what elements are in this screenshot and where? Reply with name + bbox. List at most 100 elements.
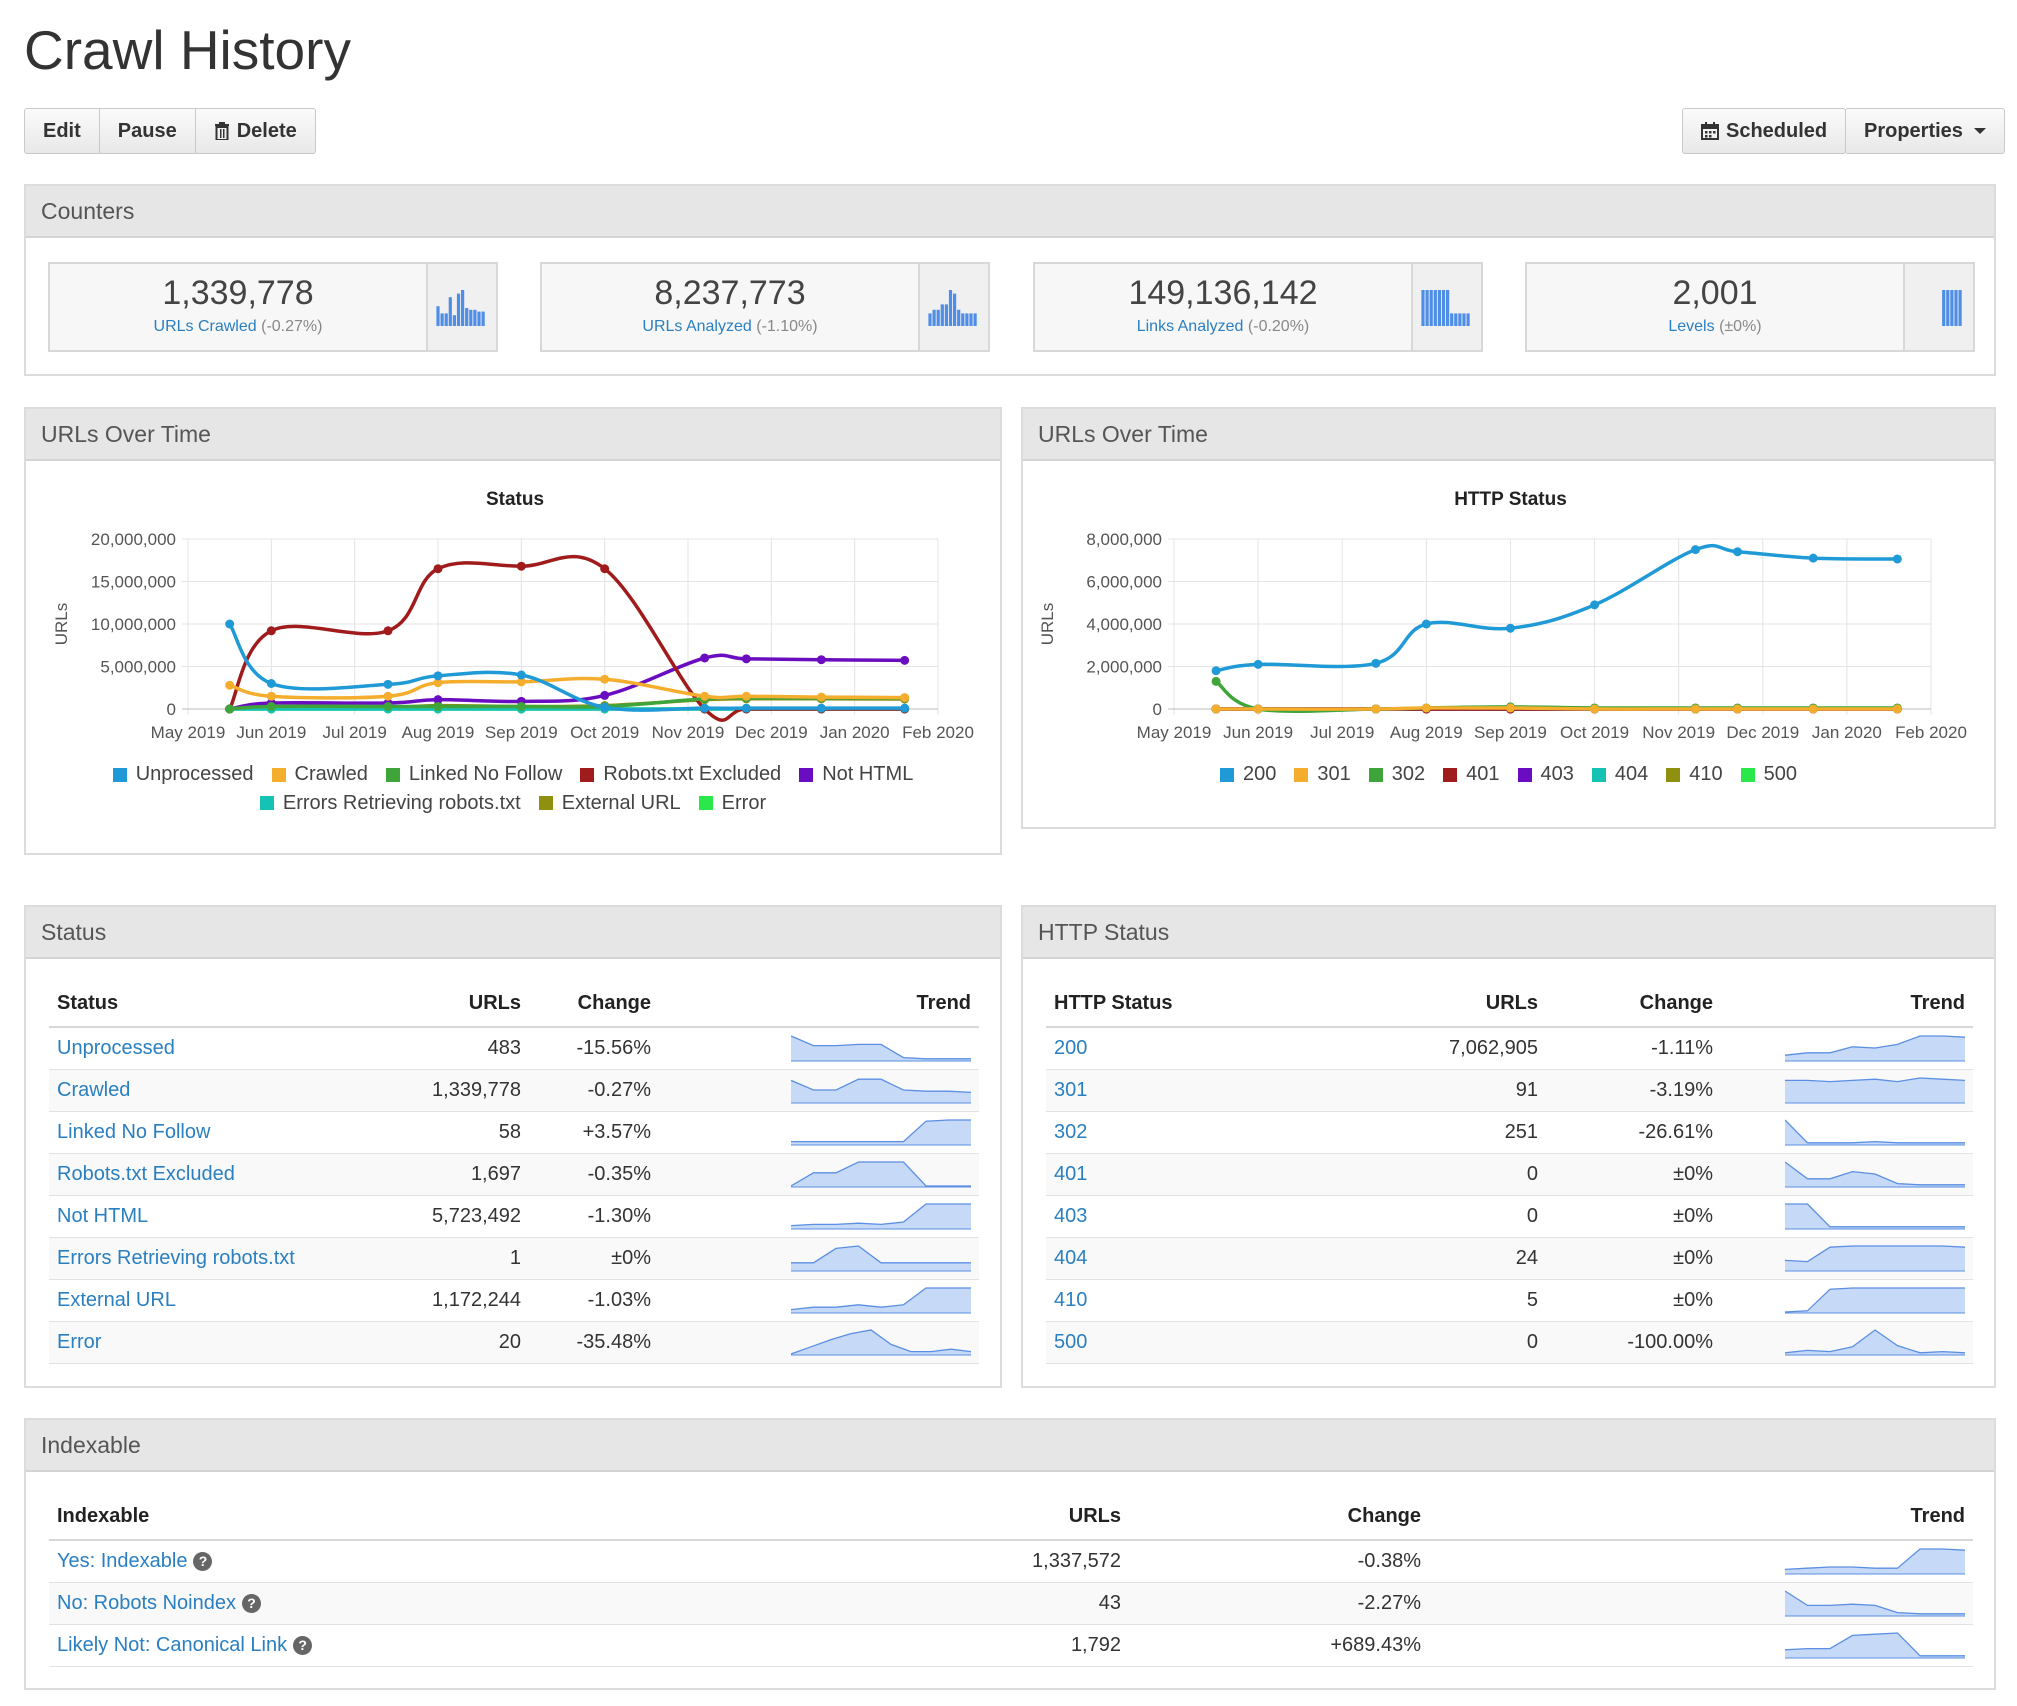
edit-button[interactable]: Edit <box>24 108 100 154</box>
trend-sparkline <box>791 1203 971 1230</box>
column-header[interactable]: HTTP Status <box>1046 981 1316 1028</box>
column-header[interactable]: Status <box>49 981 379 1028</box>
legend-item[interactable]: Unprocessed <box>112 761 254 788</box>
row-link[interactable]: Error <box>57 1330 102 1353</box>
table-row: 401 0 ±0% <box>1046 1153 1973 1196</box>
counter-link[interactable]: Levels <box>1668 318 1715 335</box>
http-chart-panel-title: URLs Over Time <box>1023 409 1994 461</box>
urls-cell: 1,697 <box>379 1153 529 1196</box>
row-link[interactable]: 401 <box>1054 1162 1088 1185</box>
legend-item[interactable]: 403 <box>1517 761 1574 788</box>
sparkline-bar <box>477 311 481 326</box>
row-link[interactable]: 410 <box>1054 1288 1088 1311</box>
trend-cell <box>659 1153 979 1196</box>
legend-item[interactable]: Not HTML <box>799 761 913 788</box>
sparkline-bar <box>953 293 957 326</box>
urls-cell: 7,062,905 <box>1316 1027 1546 1070</box>
row-link[interactable]: Crawled <box>57 1078 131 1101</box>
column-header[interactable]: Change <box>1546 981 1721 1028</box>
legend-item[interactable]: Errors Retrieving robots.txt <box>259 790 521 817</box>
legend-item[interactable]: 410 <box>1666 761 1723 788</box>
row-link[interactable]: 403 <box>1054 1204 1088 1227</box>
legend-item[interactable]: 401 <box>1443 761 1500 788</box>
data-point <box>1808 553 1818 563</box>
column-header[interactable]: Change <box>529 981 659 1028</box>
trend-sparkline <box>1785 1161 1965 1188</box>
counter-caption: Levels (±0%) <box>1527 318 1903 336</box>
indexable-table: Indexable URLs Change Trend Yes: Indexable? 1… <box>49 1494 1973 1667</box>
legend-item[interactable]: Error <box>698 790 766 817</box>
row-link[interactable]: Robots.txt Excluded <box>57 1162 235 1185</box>
delete-button[interactable]: Delete <box>194 108 316 154</box>
column-header[interactable]: URLs <box>379 981 529 1028</box>
row-link[interactable]: Linked No Follow <box>57 1120 211 1143</box>
column-header[interactable]: Trend <box>1429 1494 1973 1541</box>
data-point <box>225 704 235 714</box>
legend-item[interactable]: External URL <box>538 790 681 817</box>
data-point <box>516 561 526 571</box>
row-link[interactable]: Likely Not: Canonical Link <box>57 1633 288 1656</box>
row-link[interactable]: Unprocessed <box>57 1036 175 1059</box>
row-label-cell: Errors Retrieving robots.txt <box>49 1237 379 1280</box>
help-icon[interactable]: ? <box>293 1635 313 1655</box>
data-point <box>816 655 826 665</box>
series-line <box>1215 543 1898 673</box>
row-link[interactable]: Yes: Indexable <box>57 1549 188 1572</box>
urls-cell: 483 <box>379 1027 529 1070</box>
column-header[interactable]: URLs <box>1316 981 1546 1028</box>
column-header[interactable]: Change <box>1129 1494 1429 1541</box>
x-tick-label: May 2019 <box>151 723 226 742</box>
row-link[interactable]: 404 <box>1054 1246 1088 1269</box>
data-point <box>1371 658 1381 668</box>
row-link[interactable]: Not HTML <box>57 1204 149 1227</box>
sparkline-bar <box>436 306 440 326</box>
column-header[interactable]: Indexable <box>49 1494 749 1541</box>
row-link[interactable]: No: Robots Noindex <box>57 1591 236 1614</box>
row-link[interactable]: Errors Retrieving robots.txt <box>57 1246 295 1269</box>
sparkline-bar <box>1462 313 1466 326</box>
legend-item[interactable]: 301 <box>1294 761 1351 788</box>
status-chart-legend: Unprocessed Crawled Linked No Follow Robots… <box>26 761 1000 818</box>
legend-item[interactable]: Robots.txt Excluded <box>580 761 781 788</box>
scheduled-button[interactable]: Scheduled <box>1682 108 1847 154</box>
counter-link[interactable]: URLs Analyzed <box>642 318 752 335</box>
urls-cell: 1 <box>379 1237 529 1280</box>
legend-item[interactable]: Crawled <box>271 761 368 788</box>
properties-dropdown-button[interactable]: Properties <box>1845 108 2005 154</box>
trend-cell <box>659 1195 979 1238</box>
row-link[interactable]: 200 <box>1054 1036 1088 1059</box>
row-link[interactable]: 301 <box>1054 1078 1088 1101</box>
pause-button[interactable]: Pause <box>98 108 196 154</box>
sparkline-bar <box>1942 290 1946 326</box>
counter-link[interactable]: Links Analyzed <box>1136 318 1244 335</box>
sparkline-bar <box>940 304 944 326</box>
legend-item[interactable]: Linked No Follow <box>385 761 562 788</box>
trend-cell <box>659 1069 979 1112</box>
column-header[interactable]: URLs <box>749 1494 1129 1541</box>
legend-item[interactable]: 404 <box>1591 761 1648 788</box>
counter-link[interactable]: URLs Crawled <box>153 318 257 335</box>
data-point <box>600 690 610 700</box>
trend-line <box>1785 1203 1965 1228</box>
trend-line <box>1785 1287 1965 1313</box>
legend-item[interactable]: 302 <box>1368 761 1425 788</box>
legend-label: 410 <box>1689 763 1723 785</box>
row-link[interactable]: 302 <box>1054 1120 1088 1143</box>
row-link[interactable]: External URL <box>57 1288 176 1311</box>
legend-item[interactable]: 500 <box>1740 761 1797 788</box>
column-header[interactable]: Trend <box>659 981 979 1028</box>
row-link[interactable]: 500 <box>1054 1330 1088 1353</box>
trend-line <box>791 1329 971 1355</box>
column-header[interactable]: Trend <box>1721 981 1973 1028</box>
legend-item[interactable]: 200 <box>1220 761 1276 788</box>
counter-card: 1,339,778 URLs Crawled (-0.27%) <box>48 262 498 352</box>
help-icon[interactable]: ? <box>241 1593 261 1613</box>
data-point <box>741 691 751 701</box>
y-tick-label: 10,000,000 <box>91 615 176 634</box>
help-icon[interactable]: ? <box>193 1551 213 1571</box>
data-point <box>266 691 276 701</box>
data-point <box>1505 623 1515 633</box>
legend-swatch <box>1443 767 1458 782</box>
data-point <box>816 692 826 702</box>
